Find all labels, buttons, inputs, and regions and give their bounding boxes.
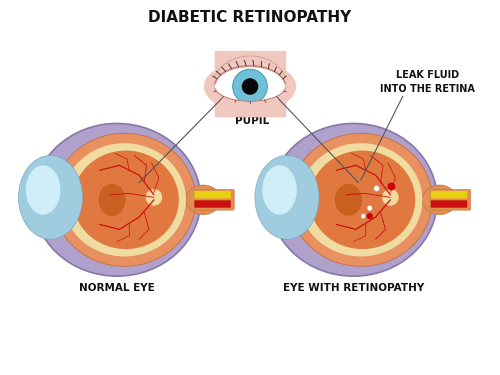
Ellipse shape: [300, 143, 422, 256]
FancyBboxPatch shape: [431, 191, 467, 198]
FancyBboxPatch shape: [194, 189, 234, 210]
Ellipse shape: [53, 134, 196, 266]
Circle shape: [366, 213, 373, 219]
Circle shape: [361, 214, 366, 218]
Ellipse shape: [290, 134, 432, 266]
Ellipse shape: [422, 185, 457, 214]
Circle shape: [367, 206, 372, 211]
Ellipse shape: [310, 150, 416, 249]
FancyBboxPatch shape: [194, 191, 231, 198]
Circle shape: [388, 183, 396, 190]
Ellipse shape: [204, 61, 296, 112]
Ellipse shape: [34, 123, 200, 276]
FancyBboxPatch shape: [431, 200, 467, 208]
Ellipse shape: [262, 165, 297, 214]
Ellipse shape: [26, 165, 60, 214]
Ellipse shape: [270, 123, 437, 276]
Circle shape: [145, 189, 163, 206]
Ellipse shape: [73, 150, 179, 249]
Text: PUPIL: PUPIL: [236, 116, 270, 126]
Circle shape: [232, 69, 268, 104]
Circle shape: [374, 186, 380, 191]
FancyBboxPatch shape: [194, 200, 231, 208]
Text: NORMAL EYE: NORMAL EYE: [79, 284, 155, 294]
Ellipse shape: [63, 143, 186, 256]
Ellipse shape: [18, 156, 82, 239]
Ellipse shape: [214, 67, 286, 106]
Circle shape: [242, 78, 258, 95]
Circle shape: [382, 189, 400, 206]
Ellipse shape: [335, 184, 362, 216]
Text: LEAK FLUID
INTO THE RETINA: LEAK FLUID INTO THE RETINA: [380, 70, 475, 94]
Ellipse shape: [98, 184, 126, 216]
Ellipse shape: [186, 185, 220, 214]
Ellipse shape: [255, 156, 319, 239]
FancyBboxPatch shape: [431, 189, 470, 210]
Text: DIABETIC RETINOPATHY: DIABETIC RETINOPATHY: [148, 10, 352, 25]
Text: EYE WITH RETINOPATHY: EYE WITH RETINOPATHY: [283, 284, 424, 294]
